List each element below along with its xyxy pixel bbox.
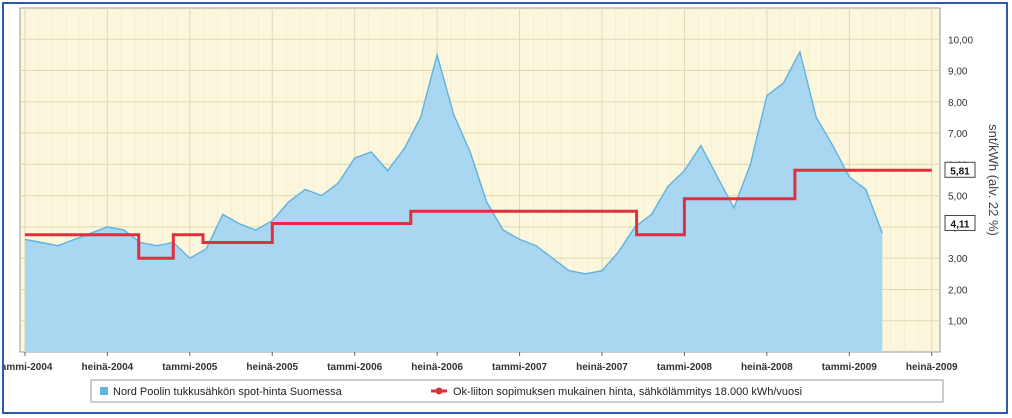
legend-label-contract: Ok-liiton sopimuksen mukainen hinta, säh… [453,386,802,398]
y-axis-label: snt/kWh (alv. 22 %) [986,124,1001,236]
x-tick-label: heinä-2004 [82,362,134,373]
contract-price-line [24,168,932,260]
legend-label-spot: Nord Poolin tukkusähkön spot-hinta Suome… [113,386,343,398]
y-tick-label: 1,00 [948,317,968,328]
x-tick-label: heinä-2005 [246,362,298,373]
legend-box [90,379,944,403]
y-tick-label: 9,00 [948,67,968,78]
x-tick-label: tammi-2005 [162,362,217,373]
x-tick-label: heinä-2009 [906,362,958,373]
legend-swatch-contract-dot [435,387,443,395]
x-tick-label: tammi-2004 [4,362,53,373]
legend: Nord Poolin tukkusähkön spot-hinta Suome… [90,379,944,403]
x-tick-label: heinä-2006 [411,362,463,373]
contract-price-series [24,168,932,260]
x-axis-ticks: tammi-2004 heinä-2004 tammi-2005 heinä-2005… [4,352,958,373]
value-highlights: 5,81 4,11 [944,161,976,231]
value-highlight-label: 5,81 [950,166,970,177]
x-tick-label: tammi-2009 [822,362,877,373]
legend-item-spot: Nord Poolin tukkusähkön spot-hinta Suome… [100,386,343,398]
value-highlight-box: 5,81 [944,161,976,178]
value-highlight-box: 4,11 [944,214,976,231]
spot-price-line [24,49,883,275]
y-tick-label: 2,00 [948,285,968,296]
chart-canvas: 1,002,003,004,005,006,007,008,009,0010,0… [4,7,1001,403]
chart-frame: 1,002,003,004,005,006,007,008,009,0010,0… [2,2,1008,414]
y-tick-label: 3,00 [948,254,968,265]
x-tick-label: tammi-2006 [327,362,382,373]
y-tick-label: 7,00 [948,129,968,140]
x-tick-label: tammi-2007 [492,362,547,373]
y-tick-label: 8,00 [948,98,968,109]
value-highlight-frame [944,161,976,178]
x-tick-label: heinä-2007 [576,362,628,373]
spot-price-area [24,51,883,353]
value-highlight-frame [944,214,976,231]
y-axis-ticks: 1,002,003,004,005,006,007,008,009,0010,0… [948,35,973,327]
y-tick-label: 5,00 [948,192,968,203]
x-tick-label: heinä-2008 [741,362,793,373]
legend-swatch-spot [100,387,108,395]
spot-price-series [24,49,883,353]
legend-item-contract: Ok-liiton sopimuksen mukainen hinta, säh… [431,386,802,398]
y-tick-label: 10,00 [948,35,973,46]
x-tick-label: tammi-2008 [657,362,712,373]
value-highlight-label: 4,11 [951,219,970,230]
